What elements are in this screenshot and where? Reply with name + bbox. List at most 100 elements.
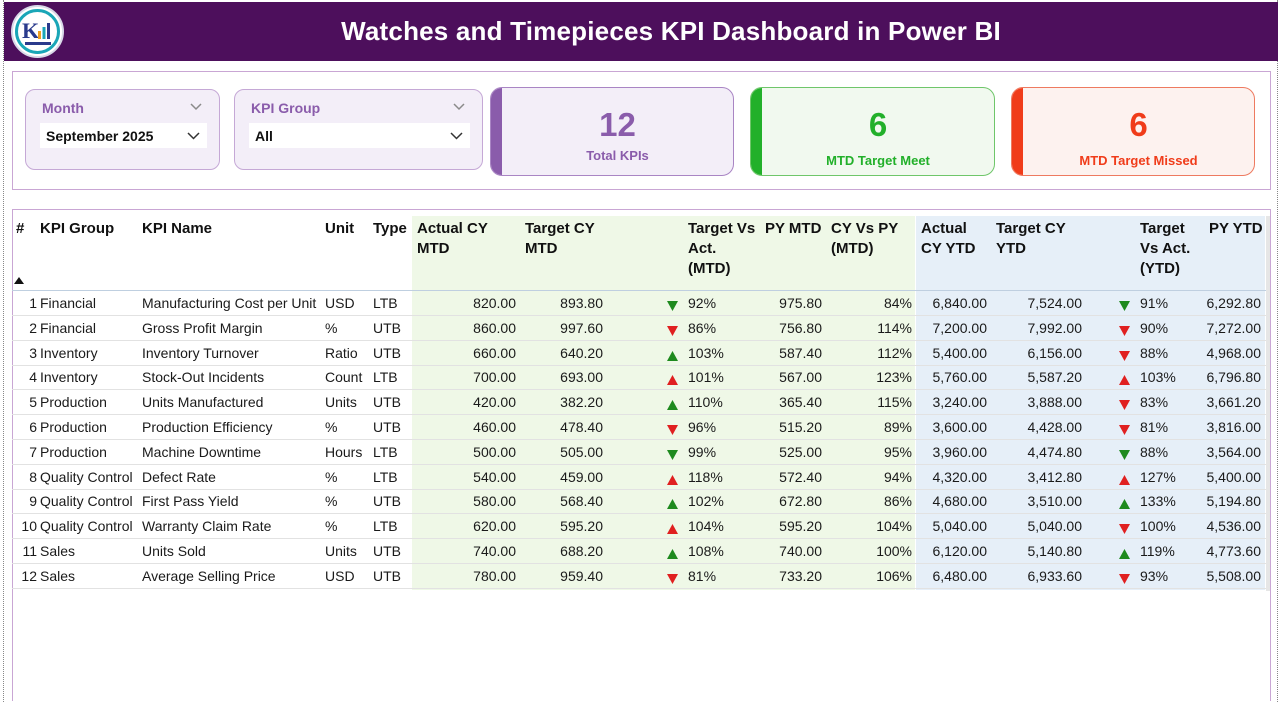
month-dropdown[interactable]: September 2025: [40, 123, 207, 148]
column-header-type[interactable]: Type: [373, 219, 407, 239]
cell-actual-mtd: 740.00: [473, 543, 516, 559]
triangle-down-icon: [1119, 571, 1130, 584]
chevron-down-icon[interactable]: [189, 100, 203, 114]
cell-name: Manufacturing Cost per Unit: [142, 295, 317, 311]
column-header-actual-mtd[interactable]: Actual CY MTD: [417, 219, 488, 259]
table-row[interactable]: 4 Inventory Stock-Out Incidents Count LTB 700…: [12, 365, 1266, 391]
kpi-group-slicer[interactable]: KPI Group All: [234, 89, 483, 170]
cell-num: 9: [29, 493, 37, 510]
cell-unit: %: [325, 493, 338, 510]
cell-py-ytd: 7,272.00: [1206, 319, 1262, 336]
triangle-up-icon: [667, 546, 678, 559]
cell-name: Production Efficiency: [142, 419, 273, 435]
table-row[interactable]: 11 Sales Units Sold Units UTB 740.00 688.20 108…: [12, 539, 1266, 564]
cell-name: Units Sold: [142, 543, 206, 559]
table-row[interactable]: 6 Production Production Efficiency% UTB 460.…: [12, 415, 1266, 440]
table-row[interactable]: 3 Inventory Inventory Turnover Ratio UTB 660.…: [12, 341, 1266, 366]
chevron-down-icon[interactable]: [449, 128, 464, 143]
chevron-down-icon[interactable]: [186, 128, 201, 143]
cell-unit: Units: [325, 543, 357, 559]
column-header-unit[interactable]: Unit: [325, 219, 354, 239]
cell-name: Inventory Turnover: [142, 344, 259, 361]
cell-target-ytd: 7,524.00: [1027, 295, 1083, 311]
triangle-down-icon: [667, 447, 678, 460]
column-header-text: Target CY: [996, 220, 1066, 237]
cell-tva-ytd: 81%: [1140, 419, 1169, 435]
cell-py-mtd: 595.20: [779, 518, 822, 535]
column-header-num[interactable]: #: [16, 219, 24, 239]
cell-tva-ytd: 93%: [1140, 567, 1169, 584]
cell-tva-ytd: 133%: [1140, 493, 1176, 510]
table-row[interactable]: 1 Financial Manufacturing Cost per Unit USD…: [12, 291, 1266, 316]
cell-cyvspy-mtd: 104%: [876, 518, 912, 535]
cell-actual-ytd: 3,600.00: [932, 419, 988, 435]
cell-actual-mtd: 540.00: [473, 468, 516, 485]
table-row[interactable]: 7 Production Machine Downtime Hours LTB 500.0…: [12, 440, 1266, 465]
table-row[interactable]: 12 Sales Average Selling Price USD UTB 780.00…: [12, 564, 1266, 589]
cell-py-mtd: 572.40: [779, 468, 822, 485]
column-header-tva-ytd[interactable]: Target Vs Act. (YTD): [1140, 219, 1190, 279]
cell-unit: %: [325, 468, 338, 485]
column-header-text: Target Vs: [688, 220, 756, 237]
chevron-down-icon[interactable]: [452, 100, 466, 114]
column-header-text: MTD: [417, 240, 450, 257]
column-header-text: (YTD): [1140, 260, 1180, 277]
column-header-py-ytd[interactable]: PY YTD: [1209, 219, 1263, 239]
cell-py-ytd: 5,194.80: [1206, 493, 1262, 510]
sort-ascending-icon[interactable]: [14, 277, 24, 284]
cell-target-mtd: 459.00: [560, 468, 603, 485]
table-scrollbar[interactable]: [1266, 216, 1270, 591]
cell-num: 8: [29, 468, 37, 485]
column-header-target-mtd[interactable]: Target CY MTD: [525, 219, 595, 259]
cell-group: Quality Control: [40, 493, 133, 510]
cell-tva-mtd: 118%: [688, 468, 723, 485]
cell-name: Stock-Out Incidents: [142, 369, 265, 386]
column-header-text: Target: [1140, 220, 1185, 237]
cell-cyvspy-mtd: 123%: [876, 369, 912, 386]
cell-unit: %: [325, 319, 338, 336]
cell-target-ytd: 3,888.00: [1027, 394, 1083, 411]
cell-actual-mtd: 860.00: [473, 319, 516, 336]
cell-py-mtd: 567.00: [779, 369, 822, 386]
card-accent: [1012, 88, 1023, 175]
cell-target-mtd: 568.40: [560, 493, 603, 510]
cell-num: 4: [29, 369, 37, 386]
header-divider: [12, 290, 1266, 291]
triangle-up-icon: [667, 521, 678, 535]
column-header-text: Vs Act.: [1140, 240, 1191, 257]
column-header-actual-ytd[interactable]: Actual CY YTD: [921, 219, 975, 259]
cell-type: UTB: [373, 344, 401, 361]
month-slicer[interactable]: Month September 2025: [25, 89, 220, 170]
table-row[interactable]: 8 Quality Control Defect Rate% LTB 540.00 459…: [12, 465, 1266, 490]
cell-name: Defect Rate: [142, 468, 216, 485]
cell-type: UTB: [373, 493, 401, 510]
cell-py-ytd: 3,661.20: [1206, 394, 1262, 411]
triangle-down-icon: [1119, 422, 1130, 435]
cell-py-mtd: 975.80: [779, 295, 822, 311]
cell-type: LTB: [373, 468, 398, 485]
column-header-text: Actual CY: [417, 220, 488, 237]
column-header-tva-mtd[interactable]: Target Vs Act. (MTD): [688, 219, 755, 279]
triangle-down-icon: [667, 422, 678, 435]
table-row[interactable]: 10 Quality Control Warranty Claim Rate% LTB…: [12, 514, 1266, 540]
cell-cyvspy-mtd: 115%: [877, 394, 912, 411]
cell-tva-mtd: 103%: [688, 344, 724, 361]
table-row[interactable]: 2 Financial Gross Profit Margin% UTB 860.00 9…: [12, 316, 1266, 341]
cell-tva-mtd: 81%: [688, 567, 717, 584]
column-header-name[interactable]: KPI Name: [142, 219, 212, 239]
column-header-group[interactable]: KPI Group: [40, 219, 114, 239]
cell-actual-ytd: 6,840.00: [932, 295, 988, 311]
column-header-target-ytd[interactable]: Target CY YTD: [996, 219, 1066, 259]
kpi-group-dropdown[interactable]: All: [249, 123, 470, 148]
table-row[interactable]: 9 Quality Control First Pass Yield% UTB 580.…: [12, 489, 1266, 515]
cell-actual-ytd: 5,400.00: [932, 344, 988, 361]
mtd-target-meet-card: 6 MTD Target Meet: [750, 87, 995, 176]
column-header-py-mtd[interactable]: PY MTD: [765, 219, 821, 239]
cell-tva-ytd: 119%: [1140, 543, 1175, 559]
cell-tva-mtd: 101%: [688, 369, 724, 386]
table-row[interactable]: 5 Production Units Manufactured Units UTB 420…: [12, 390, 1266, 416]
cell-group: Inventory: [40, 344, 98, 361]
cell-py-mtd: 525.00: [779, 443, 822, 460]
column-header-cyvspy-mtd[interactable]: CY Vs PY (MTD): [831, 219, 898, 259]
cell-actual-ytd: 7,200.00: [932, 319, 988, 336]
